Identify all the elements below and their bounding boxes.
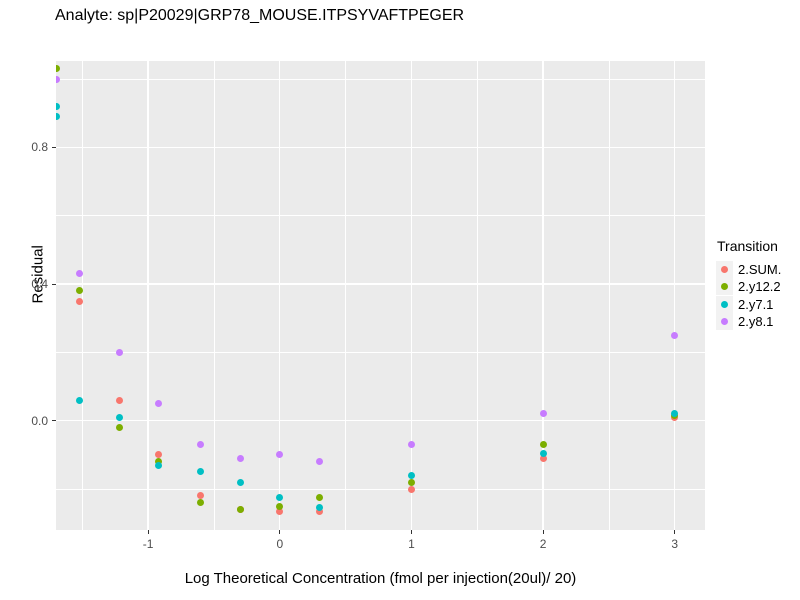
x-axis-label: Log Theoretical Concentration (fmol per …	[184, 570, 577, 587]
data-point	[115, 413, 123, 421]
minor-gridline-horizontal	[56, 215, 705, 217]
data-point	[197, 499, 205, 507]
legend-point-icon	[721, 266, 728, 274]
legend: Transition 2.SUM. 2.y12.2 2.y7.1 2.y8.1	[716, 238, 782, 331]
x-tick-label: 0	[276, 537, 284, 551]
legend-item: 2.y8.1	[716, 313, 781, 331]
plot-title: Analyte: sp|P20029|GRP78_MOUSE.ITPSYVAFT…	[55, 7, 465, 24]
data-point	[276, 507, 284, 515]
legend-item: 2.y7.1	[716, 295, 781, 313]
y-axis-tick	[52, 420, 56, 422]
y-tick-label: 0.8	[31, 140, 48, 155]
data-point	[276, 451, 284, 459]
data-point	[56, 113, 60, 121]
x-tick-label: 2	[539, 537, 547, 551]
legend-item-label: 2.y8.1	[738, 314, 774, 330]
y-tick-label: 0.4	[31, 277, 48, 292]
data-point	[539, 449, 547, 457]
data-point	[155, 400, 163, 408]
minor-gridline-horizontal	[56, 352, 705, 353]
y-axis-tick	[52, 146, 56, 148]
minor-gridline-horizontal	[56, 78, 705, 80]
x-axis-tick	[674, 530, 676, 534]
data-point	[76, 287, 84, 295]
data-point	[115, 348, 123, 356]
data-point	[115, 424, 123, 432]
data-point	[56, 65, 60, 73]
data-point	[671, 410, 679, 418]
data-point	[76, 396, 84, 404]
data-point	[407, 485, 415, 493]
legend-items: 2.SUM. 2.y12.2 2.y7.1 2.y8.1	[716, 261, 782, 331]
plot-panel	[56, 61, 705, 530]
legend-point-icon	[721, 300, 728, 308]
legend-key	[716, 295, 733, 313]
data-point	[236, 478, 244, 486]
minor-gridline-vertical	[476, 61, 478, 530]
data-point	[315, 494, 323, 502]
data-point	[407, 478, 415, 486]
data-point	[539, 441, 547, 449]
legend-item: 2.SUM.	[716, 261, 782, 279]
x-tick-label: 1	[408, 537, 415, 551]
data-point	[236, 454, 244, 462]
data-point	[155, 461, 163, 469]
minor-gridline-vertical	[345, 61, 346, 530]
minor-gridline-horizontal	[56, 488, 705, 490]
data-point	[276, 502, 284, 510]
x-axis-tick	[410, 530, 412, 534]
y-axis-label: Residual	[29, 245, 47, 304]
data-point	[115, 396, 123, 404]
y-axis-tick	[52, 283, 56, 285]
major-gridline-horizontal	[56, 283, 705, 285]
legend-title: Transition	[717, 238, 778, 254]
legend-point-icon	[721, 318, 728, 326]
data-point	[539, 410, 547, 418]
minor-gridline-vertical	[81, 61, 83, 530]
legend-key	[716, 278, 733, 296]
y-tick-label: 0.0	[31, 413, 48, 428]
major-gridline-vertical	[147, 61, 149, 530]
x-tick-label: 3	[671, 537, 679, 551]
legend-item-label: 2.y12.2	[738, 279, 781, 295]
major-gridline-vertical	[279, 61, 281, 530]
data-point	[76, 297, 84, 305]
data-point	[155, 451, 163, 459]
major-gridline-vertical	[674, 61, 676, 530]
major-gridline-horizontal	[56, 419, 705, 422]
minor-gridline-vertical	[608, 61, 610, 530]
legend-key	[716, 313, 733, 331]
data-point	[276, 494, 284, 502]
data-point	[407, 471, 415, 479]
data-point	[56, 75, 60, 83]
legend-item-label: 2.SUM.	[738, 262, 782, 278]
data-point	[671, 331, 679, 339]
data-point	[315, 504, 323, 512]
data-point	[539, 454, 547, 462]
legend-key	[716, 261, 733, 279]
x-axis-tick	[279, 530, 281, 534]
major-gridline-vertical	[410, 61, 413, 530]
x-axis-tick	[147, 530, 149, 534]
legend-item-label: 2.y7.1	[738, 296, 774, 312]
x-axis-tick	[542, 530, 544, 534]
major-gridline-vertical	[542, 61, 544, 530]
data-point	[197, 441, 205, 449]
data-point	[56, 102, 60, 110]
data-point	[407, 441, 415, 449]
x-tick-label: -1	[142, 537, 154, 551]
data-point	[315, 507, 323, 515]
data-point	[76, 270, 84, 278]
data-point	[197, 492, 205, 500]
minor-gridline-vertical	[213, 61, 215, 530]
major-gridline-horizontal	[56, 146, 705, 149]
legend-point-icon	[721, 283, 728, 291]
data-point	[315, 458, 323, 466]
data-point	[236, 506, 244, 513]
legend-item: 2.y12.2	[716, 278, 781, 296]
data-point	[197, 468, 205, 476]
